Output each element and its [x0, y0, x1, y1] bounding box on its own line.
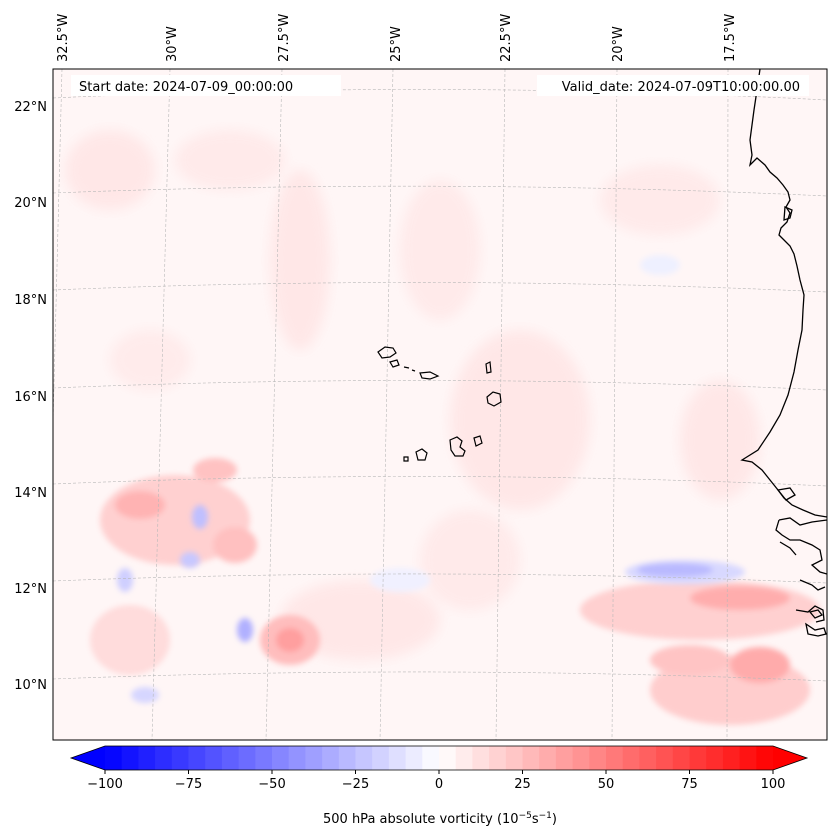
colorbar-tick-label: −75	[175, 777, 202, 792]
colorbar-min-extend	[71, 746, 105, 770]
colorbar-cell	[622, 746, 640, 770]
colorbar-tick-label: −50	[258, 777, 285, 792]
colorbar-cell	[288, 746, 306, 770]
start-date-box	[71, 75, 341, 96]
colorbar-cell	[322, 746, 340, 770]
lon-label: 20°W	[611, 26, 626, 62]
colorbar-cell	[422, 746, 440, 770]
lat-label: 10°N	[14, 678, 47, 693]
colorbar-cell	[188, 746, 206, 770]
colorbar-cell	[388, 746, 407, 770]
colorbar-cell	[455, 746, 473, 770]
colorbar-cell	[255, 746, 273, 770]
africa-coastline	[740, 69, 827, 637]
colorbar-cell	[572, 746, 590, 770]
colorbar-cell	[606, 746, 624, 770]
colorbar-cell	[539, 746, 557, 770]
lon-label: 22.5°W	[499, 14, 514, 62]
colorbar-cell	[105, 746, 123, 770]
colorbar-cell	[739, 746, 757, 770]
colorbar-cell	[155, 746, 173, 770]
colorbar-tick-label: 25	[514, 777, 531, 792]
colorbar-max-extend	[773, 746, 807, 770]
colorbar-cell	[472, 746, 490, 770]
lon-label: 27.5°W	[277, 14, 292, 62]
colorbar-cell	[522, 746, 540, 770]
map-frame	[52, 68, 828, 741]
colorbar-cell	[672, 746, 690, 770]
lat-label: 16°N	[14, 390, 47, 405]
colorbar-cell	[756, 746, 774, 770]
colorbar-tick-label: 100	[761, 777, 786, 792]
longitude-gridlines	[53, 69, 729, 740]
colorbar-cell	[706, 746, 724, 770]
colorbar-cell	[656, 746, 674, 770]
colorbar-tick-label: 75	[681, 777, 698, 792]
valid-date-box	[537, 75, 809, 96]
colorbar-tick-label: −100	[87, 777, 123, 792]
colorbar-cell	[238, 746, 256, 770]
lon-label: 17.5°W	[723, 14, 738, 62]
lat-label: 12°N	[14, 582, 47, 597]
colorbar	[69, 745, 809, 771]
colorbar-tick-label: 50	[598, 777, 615, 792]
latitude-labels: 22°N 20°N 18°N 16°N 14°N 12°N 10°N	[14, 100, 47, 693]
lon-label: 25°W	[389, 26, 404, 62]
colorbar-cell	[305, 746, 323, 770]
cape-verde-islands	[377, 346, 502, 462]
start-date-label: Start date: 2024-07-09_00:00:00	[79, 80, 293, 95]
colorbar-tick-label: 0	[435, 777, 443, 792]
vorticity-field	[53, 69, 827, 740]
colorbar-cell	[138, 746, 156, 770]
lat-label: 20°N	[14, 196, 47, 211]
longitude-labels: 32.5°W 30°W 27.5°W 25°W 22.5°W 20°W 17.5…	[56, 14, 738, 62]
colorbar-cell	[355, 746, 373, 770]
colorbar-cell	[338, 746, 356, 770]
lon-label: 30°W	[165, 26, 180, 62]
lon-label: 32.5°W	[56, 14, 71, 62]
colorbar-cell	[639, 746, 657, 770]
colorbar-cell	[121, 746, 139, 770]
lat-label: 14°N	[14, 486, 47, 501]
colorbar-cell	[689, 746, 707, 770]
colorbar-cell	[405, 746, 423, 770]
colorbar-ticks: −100 −75 −50 −25 0 25 50 75 100	[87, 770, 785, 792]
lat-label: 22°N	[14, 100, 47, 115]
colorbar-cell	[722, 746, 741, 770]
colorbar-cell	[489, 746, 507, 770]
colorbar-cell	[221, 746, 240, 770]
colorbar-cell	[505, 746, 523, 770]
colorbar-cell	[439, 746, 457, 770]
colorbar-label: 500 hPa absolute vorticity (10−5s−1)	[323, 811, 557, 827]
valid-date-label: Valid_date: 2024-07-09T10:00:00.00	[562, 80, 800, 95]
colorbar-cell	[171, 746, 189, 770]
colorbar-cell	[205, 746, 223, 770]
colorbar-cell	[555, 746, 574, 770]
colorbar-cell	[272, 746, 290, 770]
colorbar-cell	[589, 746, 607, 770]
colorbar-tick-label: −25	[342, 777, 369, 792]
colorbar-cell	[372, 746, 390, 770]
lat-label: 18°N	[14, 293, 47, 308]
